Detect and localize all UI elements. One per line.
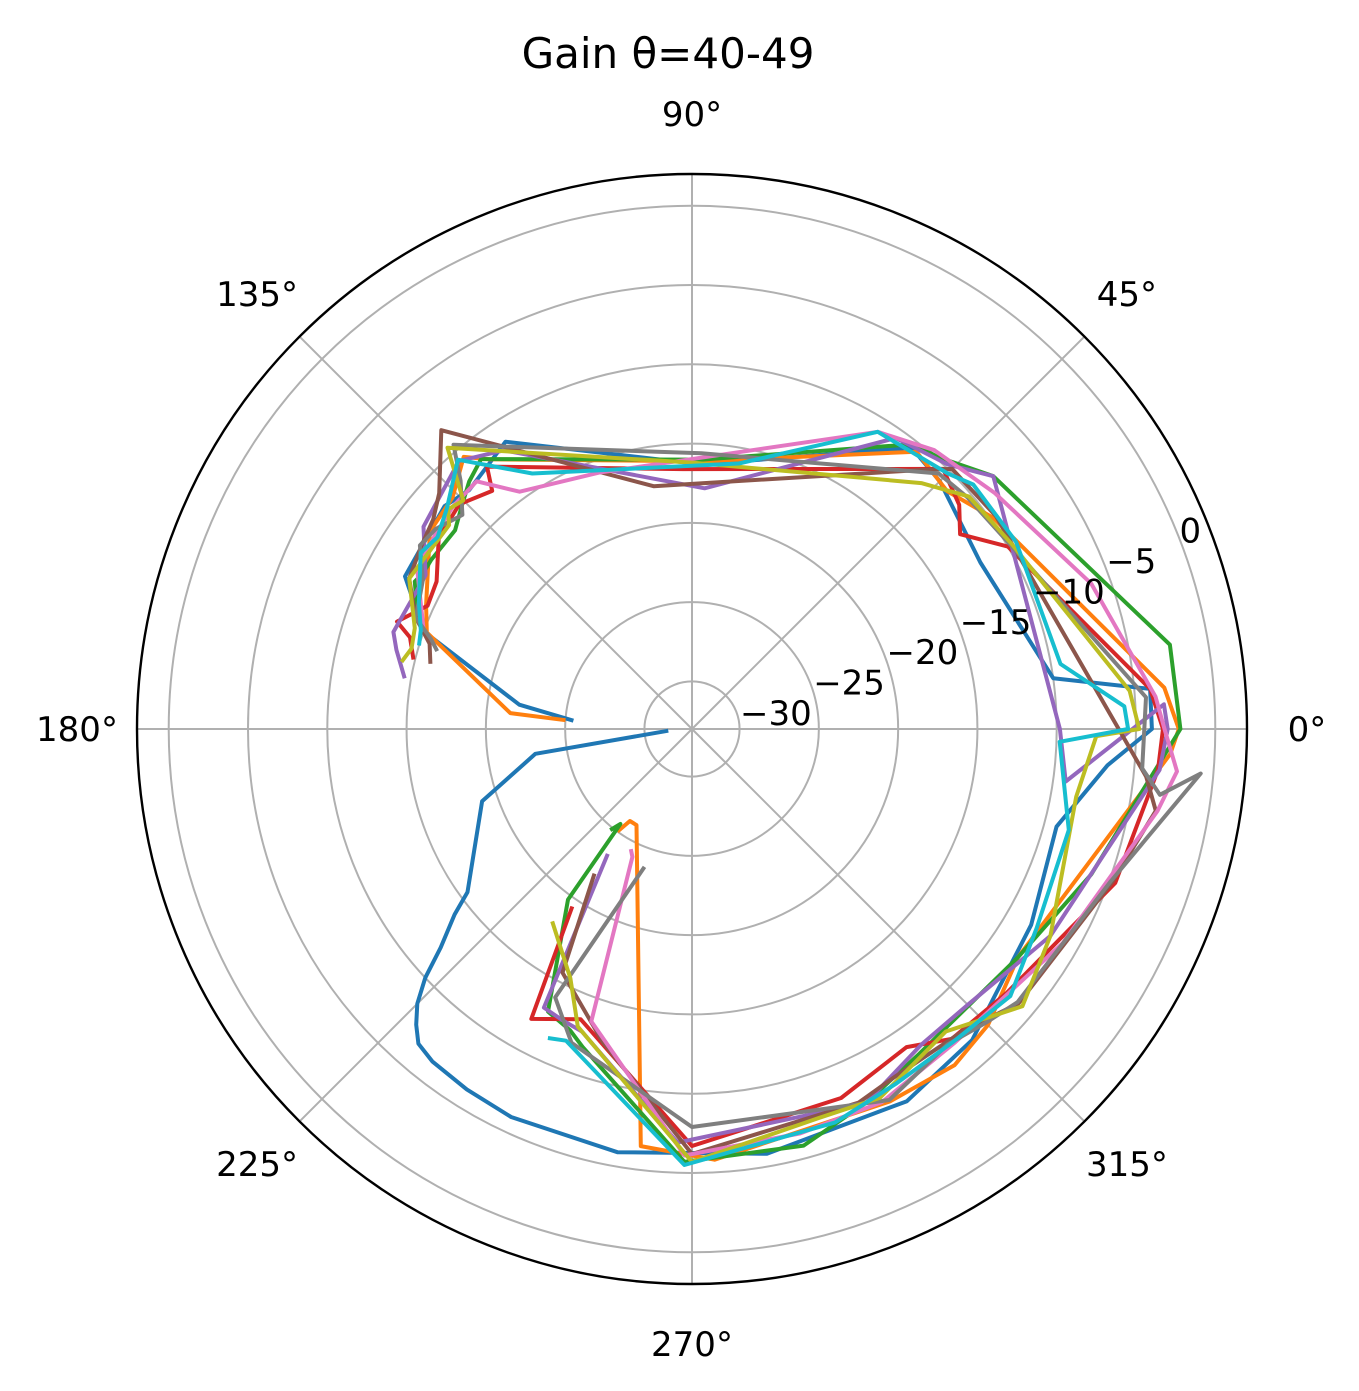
angle-tick-label: 90° (662, 95, 722, 135)
series-line-1 (403, 439, 1154, 1156)
series-group (391, 428, 1203, 1167)
angular-gridline (298, 728, 693, 1123)
tick-labels: 0° 45° 90° 135° 180° 225° 270° 315° −30−25−20−15… (36, 95, 1326, 1365)
radial-tick-label: −30 (740, 694, 812, 734)
radial-tick-label: −20 (887, 633, 959, 673)
radial-tick-label: −15 (960, 603, 1032, 643)
angle-tick-label: 315° (1086, 1145, 1168, 1185)
chart-title: Gain θ=40-49 (522, 29, 815, 78)
angle-tick-label: 0° (1288, 710, 1327, 750)
polar-grid (137, 174, 1247, 1284)
series-line-8 (413, 442, 1203, 1129)
angle-tick-label: 45° (1097, 275, 1157, 315)
polar-frame (135, 172, 1249, 1286)
angular-gridline (298, 335, 693, 730)
angle-tick-label: 180° (36, 710, 118, 750)
angle-tick-label: 225° (216, 1145, 298, 1185)
angular-gridline (691, 335, 1086, 730)
series-line-4 (395, 464, 1165, 1148)
radial-tick-label: −5 (1106, 542, 1156, 582)
series-line-10 (416, 429, 1131, 1167)
radial-tick-label: 0 (1180, 512, 1202, 552)
polar-axes (135, 172, 1249, 1286)
series-line-7 (415, 429, 1179, 1158)
angle-tick-label: 270° (651, 1325, 733, 1365)
angular-gridline (691, 728, 1086, 1123)
radial-tick-label: −25 (813, 664, 885, 704)
angle-tick-label: 135° (216, 275, 298, 315)
series-line-9 (399, 445, 1142, 1164)
radial-tick-label: −10 (1033, 572, 1105, 612)
